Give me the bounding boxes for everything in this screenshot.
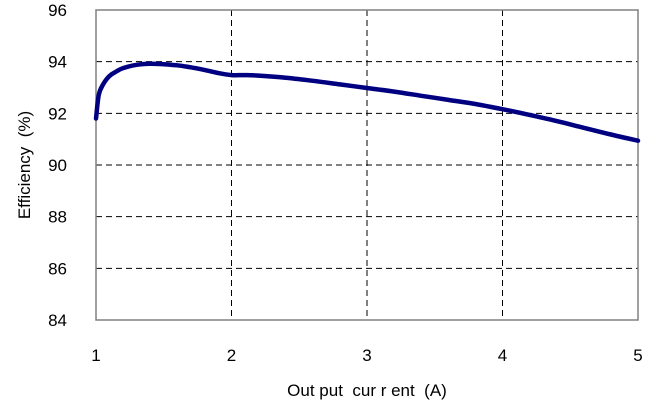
y-tick-label: 92 xyxy=(48,104,67,123)
x-tick-label: 1 xyxy=(91,346,100,365)
y-tick-label: 90 xyxy=(48,156,67,175)
plot-frame xyxy=(95,9,639,321)
x-tick-label: 5 xyxy=(633,346,642,365)
x-tick-label: 4 xyxy=(498,346,507,365)
x-axis-label: Out put cur r ent (A) xyxy=(287,381,447,400)
y-tick-label: 86 xyxy=(48,259,67,278)
grid-lines xyxy=(96,10,638,320)
y-tick-labels: 84 86 88 90 92 94 96 xyxy=(48,1,67,330)
y-axis-label: Efficiency (%) xyxy=(15,111,34,219)
y-tick-label: 94 xyxy=(48,53,67,72)
x-tick-labels: 1 2 3 4 5 xyxy=(91,346,642,365)
y-tick-label: 88 xyxy=(48,208,67,227)
x-tick-label: 3 xyxy=(362,346,371,365)
series-group xyxy=(93,61,641,143)
x-tick-label: 2 xyxy=(227,346,236,365)
y-tick-label: 84 xyxy=(48,311,67,330)
y-tick-label: 96 xyxy=(48,1,67,20)
efficiency-line xyxy=(93,61,641,143)
